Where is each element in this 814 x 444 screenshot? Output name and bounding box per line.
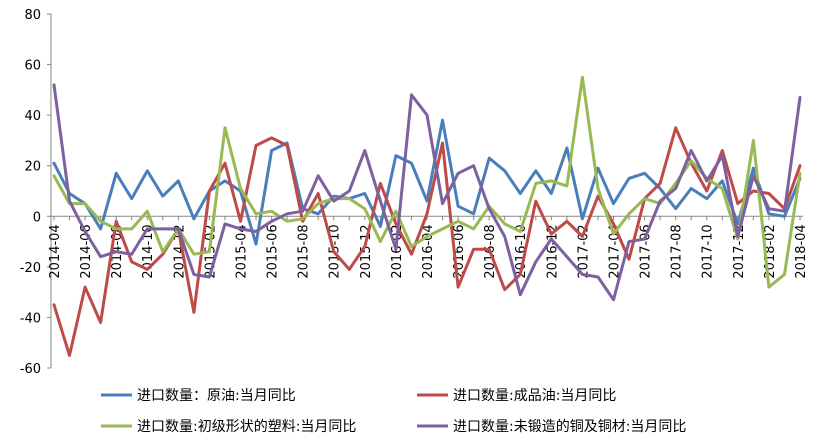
x-tick-label: 2015-04: [235, 224, 250, 278]
y-tick-label: 20: [24, 160, 41, 175]
x-tick-label: 2015-06: [266, 224, 281, 278]
x-tick-label: 2015-08: [297, 224, 312, 278]
y-tick-label: 60: [24, 59, 41, 74]
x-tick-label: 2016-10: [514, 224, 529, 278]
legend-label: 进口数量:初级形状的塑料:当月同比: [137, 418, 356, 435]
y-tick-label: 40: [24, 109, 41, 124]
x-tick-label: 2015-12: [359, 224, 374, 278]
y-tick-label: -60: [20, 362, 41, 377]
x-tick-label: 2016-12: [545, 224, 560, 278]
series-lines: [52, 75, 802, 357]
series-line-1: [52, 118, 802, 246]
legend-label: 进口数量:成品油:当月同比: [453, 388, 616, 404]
y-tick-label: -20: [20, 261, 41, 276]
series-line-4: [52, 83, 802, 302]
y-tick-label: 80: [24, 8, 41, 23]
x-tick-label: 2017-08: [670, 224, 685, 278]
legend: 进口数量：原油:当月同比 进口数量:成品油:当月同比进口数量:初级形状的塑料:当月…: [101, 388, 686, 435]
y-tick-label: 0: [33, 210, 41, 225]
x-tick-label: 2017-02: [576, 224, 591, 278]
x-tick-label: 2014-04: [48, 224, 63, 278]
legend-label: 进口数量：原油:当月同比: [137, 388, 296, 404]
x-tick-label: 2018-04: [794, 224, 809, 278]
x-tick-label: 2017-10: [701, 224, 716, 278]
legend-label: 进口数量:未锻造的铜及铜材:当月同比: [453, 419, 686, 435]
y-tick-label: -40: [20, 311, 41, 326]
x-tick-label: 2017-12: [732, 224, 747, 278]
y-axis: -60 -40 -20 0 20 40 60 80: [20, 8, 52, 377]
